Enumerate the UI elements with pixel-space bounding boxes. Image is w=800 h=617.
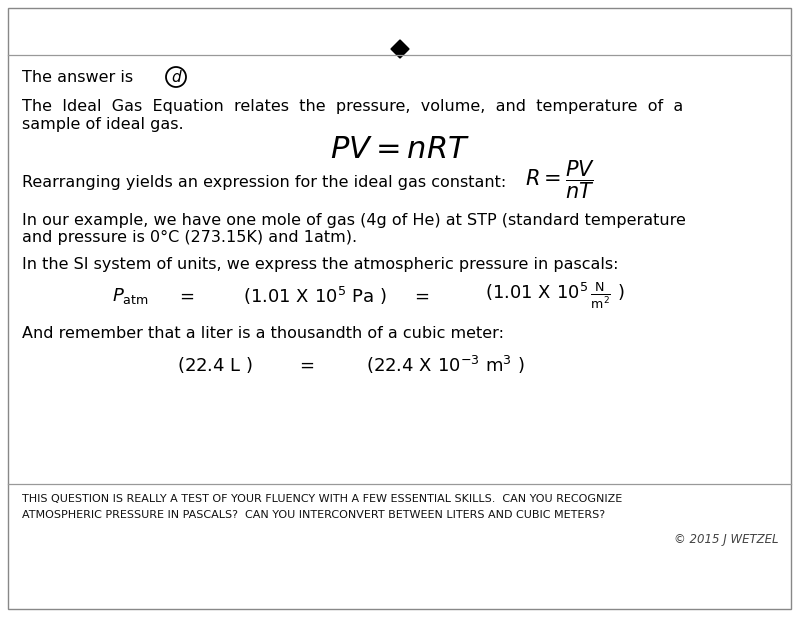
Text: $=$: $=$ (410, 287, 430, 305)
Text: The answer is: The answer is (22, 70, 133, 85)
Text: And remember that a liter is a thousandth of a cubic meter:: And remember that a liter is a thousandt… (22, 326, 504, 341)
Text: $(22.4\ \mathrm{L}\ )$: $(22.4\ \mathrm{L}\ )$ (177, 355, 253, 375)
Polygon shape (391, 40, 409, 58)
Text: $=$: $=$ (296, 356, 314, 374)
Text: In our example, we have one mole of gas (4g of He) at STP (standard temperature: In our example, we have one mole of gas … (22, 212, 686, 228)
Text: and pressure is 0°C (273.15K) and 1atm).: and pressure is 0°C (273.15K) and 1atm). (22, 230, 357, 244)
Text: sample of ideal gas.: sample of ideal gas. (22, 117, 184, 131)
FancyBboxPatch shape (8, 8, 791, 609)
Text: $(1.01\ \mathrm{X}\ 10^5\ \mathrm{Pa}\ )$: $(1.01\ \mathrm{X}\ 10^5\ \mathrm{Pa}\ )… (243, 285, 387, 307)
Text: $\mathbf{\mathit{PV = nRT}}$: $\mathbf{\mathit{PV = nRT}}$ (330, 135, 470, 164)
Text: $\mathbf{\mathit{R}} = \dfrac{\mathbf{\mathit{PV}}}{\mathbf{\mathit{nT}}}$: $\mathbf{\mathit{R}} = \dfrac{\mathbf{\m… (525, 159, 595, 201)
Text: In the SI system of units, we express the atmospheric pressure in pascals:: In the SI system of units, we express th… (22, 257, 618, 273)
Text: d: d (171, 70, 181, 85)
Text: $\mathit{P}_{\mathrm{atm}}$: $\mathit{P}_{\mathrm{atm}}$ (112, 286, 148, 306)
Text: Rearranging yields an expression for the ideal gas constant:: Rearranging yields an expression for the… (22, 175, 506, 189)
Text: $(22.4\ \mathrm{X}\ 10^{-3}\ \mathrm{m}^3\ )$: $(22.4\ \mathrm{X}\ 10^{-3}\ \mathrm{m}^… (366, 354, 524, 376)
Text: ATMOSPHERIC PRESSURE IN PASCALS?  CAN YOU INTERCONVERT BETWEEN LITERS AND CUBIC : ATMOSPHERIC PRESSURE IN PASCALS? CAN YOU… (22, 510, 605, 520)
Text: $(1.01\ \mathrm{X}\ 10^5\,\frac{\mathrm{N}}{\mathrm{m}^2}\ )$: $(1.01\ \mathrm{X}\ 10^5\,\frac{\mathrm{… (486, 281, 625, 311)
Text: $=$: $=$ (176, 287, 194, 305)
Text: THIS QUESTION IS REALLY A TEST OF YOUR FLUENCY WITH A FEW ESSENTIAL SKILLS.  CAN: THIS QUESTION IS REALLY A TEST OF YOUR F… (22, 494, 622, 504)
Text: The  Ideal  Gas  Equation  relates  the  pressure,  volume,  and  temperature  o: The Ideal Gas Equation relates the press… (22, 99, 683, 115)
Text: © 2015 J WETZEL: © 2015 J WETZEL (674, 532, 779, 545)
